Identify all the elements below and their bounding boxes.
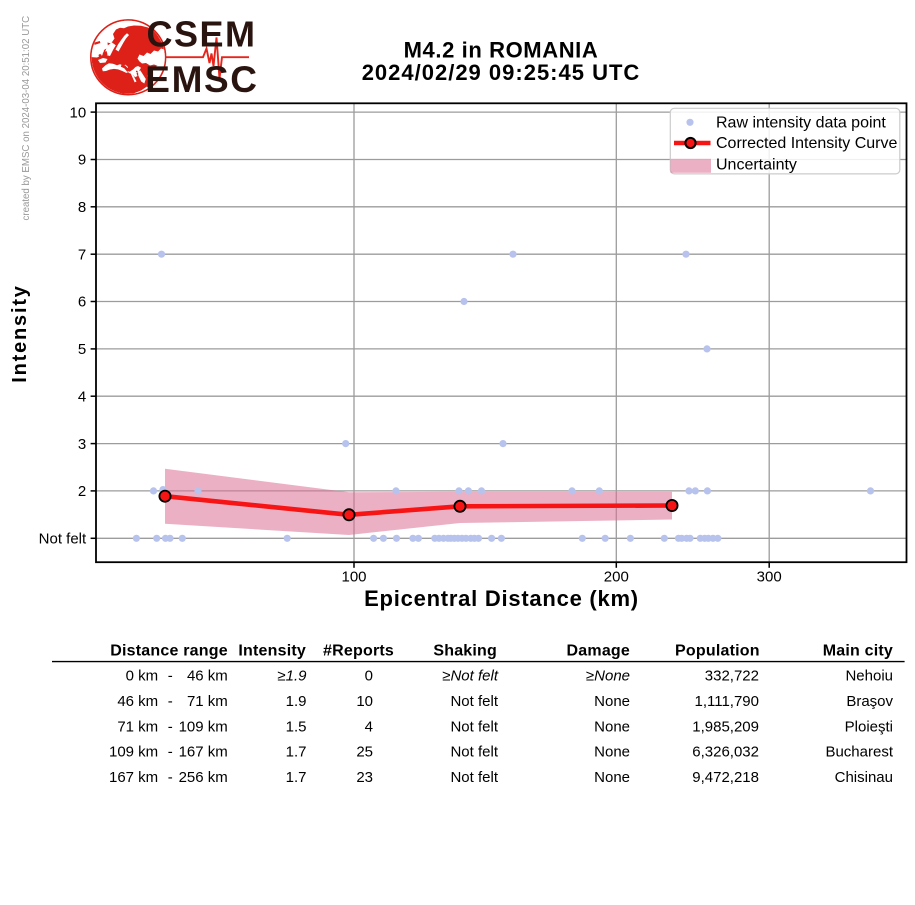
svg-text:332,722: 332,722 [705,668,759,685]
svg-text:9,472,218: 9,472,218 [692,769,759,786]
svg-text:Corrected Intensity Curve: Corrected Intensity Curve [716,135,898,152]
svg-text:23: 23 [356,769,373,786]
svg-text:None: None [594,718,630,735]
svg-text:109 km: 109 km [109,744,158,761]
svg-text:Nehoiu: Nehoiu [845,668,893,685]
svg-text:109 km: 109 km [179,718,228,735]
svg-text:Shaking: Shaking [433,643,497,660]
svg-text:≥Not felt: ≥Not felt [442,668,499,685]
svg-text:≥None: ≥None [586,668,630,685]
svg-text:1,111,790: 1,111,790 [694,693,759,710]
svg-text:#Reports: #Reports [323,643,394,660]
svg-text:CSEM: CSEM [147,14,257,55]
svg-text:-: - [168,693,173,710]
svg-text:256 km: 256 km [179,769,228,786]
svg-text:Not felt: Not felt [450,718,498,735]
svg-text:10: 10 [70,104,87,121]
svg-text:200: 200 [604,569,629,586]
svg-text:≥1.9: ≥1.9 [277,668,307,685]
svg-text:0 km: 0 km [126,668,159,685]
svg-text:None: None [594,744,630,761]
svg-text:Ploieşti: Ploieşti [845,718,893,735]
svg-text:6: 6 [78,294,86,311]
svg-text:4: 4 [78,388,86,405]
svg-text:Damage: Damage [567,643,630,660]
svg-text:Raw intensity data point: Raw intensity data point [716,115,886,132]
svg-text:Chisinau: Chisinau [835,769,893,786]
svg-text:Main city: Main city [823,643,893,660]
svg-text:Epicentral Distance (km): Epicentral Distance (km) [364,586,639,611]
svg-text:None: None [594,693,630,710]
svg-text:-: - [168,668,173,685]
svg-text:1.7: 1.7 [286,744,307,761]
svg-text:Population: Population [675,643,760,660]
svg-text:EMSC: EMSC [145,59,258,100]
svg-text:6,326,032: 6,326,032 [692,744,759,761]
svg-text:Not felt: Not felt [450,769,498,786]
svg-text:46 km: 46 km [187,668,228,685]
svg-text:5: 5 [78,341,86,358]
svg-text:4: 4 [365,718,373,735]
svg-text:71 km: 71 km [117,718,158,735]
svg-text:1.5: 1.5 [286,718,307,735]
svg-text:Distance range: Distance range [110,643,228,660]
svg-text:100: 100 [341,569,366,586]
svg-text:7: 7 [78,246,86,263]
svg-text:2: 2 [78,483,86,500]
svg-text:300: 300 [757,569,782,586]
svg-text:Intensity: Intensity [238,643,306,660]
svg-text:2024/02/29 09:25:45 UTC: 2024/02/29 09:25:45 UTC [362,60,641,85]
svg-text:46 km: 46 km [117,693,158,710]
svg-text:Bucharest: Bucharest [825,744,893,761]
svg-text:-: - [168,769,173,786]
svg-text:3: 3 [78,436,86,453]
svg-text:1.7: 1.7 [286,769,307,786]
svg-text:1.9: 1.9 [286,693,307,710]
svg-text:167 km: 167 km [179,744,228,761]
svg-text:Not felt: Not felt [450,744,498,761]
svg-text:0: 0 [365,668,373,685]
svg-text:-: - [168,744,173,761]
svg-text:Not felt: Not felt [450,693,498,710]
svg-text:M4.2 in ROMANIA: M4.2 in ROMANIA [404,38,599,63]
svg-text:10: 10 [356,693,373,710]
svg-text:-: - [168,718,173,735]
svg-text:Uncertainty: Uncertainty [716,157,797,174]
svg-text:9: 9 [78,152,86,169]
svg-text:Braşov: Braşov [846,693,893,710]
svg-text:167 km: 167 km [109,769,158,786]
svg-text:71 km: 71 km [187,693,228,710]
svg-text:Intensity: Intensity [9,284,31,382]
svg-text:None: None [594,769,630,786]
svg-text:8: 8 [78,199,86,216]
svg-text:created by EMSC on 2024-03-04: created by EMSC on 2024-03-04 20:51:02 U… [21,16,32,221]
svg-text:Not felt: Not felt [39,531,87,548]
svg-text:1,985,209: 1,985,209 [692,718,759,735]
svg-text:25: 25 [356,744,373,761]
